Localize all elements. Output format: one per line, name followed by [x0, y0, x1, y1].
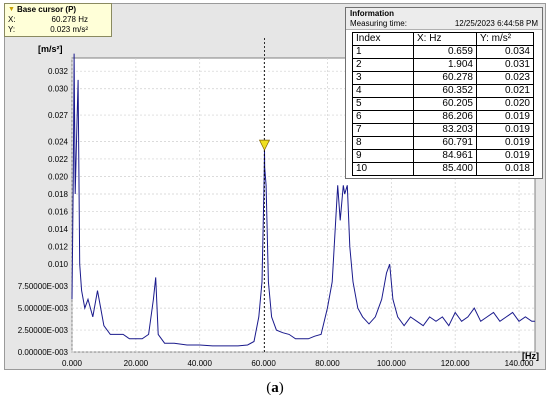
- peak-x-cell: 1.904: [413, 58, 477, 72]
- figure-caption: (a): [0, 380, 550, 397]
- table-row[interactable]: 5 60.205 0.020: [352, 97, 534, 111]
- peak-index-cell: 3: [352, 71, 414, 85]
- y-tick-label: 0.014: [48, 225, 69, 234]
- y-tick-label: 0.00000E-003: [18, 348, 69, 357]
- peak-x-cell: 86.206: [413, 110, 477, 124]
- y-tick-label: 0.016: [48, 208, 69, 217]
- caption-close: ): [278, 380, 284, 396]
- peak-x-cell: 84.961: [413, 149, 477, 163]
- y-tick-label: 0.022: [48, 155, 69, 164]
- peak-x-cell: 0.659: [413, 45, 477, 59]
- cursor-marker-icon: [258, 139, 271, 151]
- peak-table: Index X: Hz Y: m/s² 1 0.659 0.034 2 1.904 0.0…: [352, 32, 534, 176]
- peak-y-cell: 0.019: [476, 110, 534, 124]
- cursor-y-label: Y:: [8, 25, 16, 34]
- peak-index-cell: 9: [352, 149, 414, 163]
- peak-y-cell: 0.023: [476, 71, 534, 85]
- y-tick-label: 0.020: [48, 172, 69, 181]
- y-tick-label: 7.50000E-003: [18, 282, 69, 291]
- table-row[interactable]: 2 1.904 0.031: [352, 58, 534, 72]
- base-cursor-title: Base cursor (P): [16, 5, 77, 14]
- cursor-x-label: X:: [8, 15, 16, 24]
- table-row[interactable]: 7 83.203 0.019: [352, 123, 534, 137]
- peak-y-cell: 0.031: [476, 58, 534, 72]
- cursor-y-value: 0.023 m/s²: [50, 25, 88, 34]
- peak-index-cell: 7: [352, 123, 414, 137]
- peak-x-cell: 60.278: [413, 71, 477, 85]
- x-tick-label: 100.000: [377, 359, 406, 368]
- table-row[interactable]: 10 85.400 0.018: [352, 162, 534, 176]
- caption-open: (: [266, 380, 272, 396]
- peak-index-cell: 1: [352, 45, 414, 59]
- y-tick-label: 0.024: [48, 137, 69, 146]
- peak-y-cell: 0.019: [476, 136, 534, 150]
- peak-x-cell: 60.205: [413, 97, 477, 111]
- peak-y-cell: 0.019: [476, 123, 534, 137]
- table-row[interactable]: 4 60.352 0.021: [352, 84, 534, 98]
- cursor-marker-icon: ▼: [8, 6, 15, 13]
- peak-index-cell: 5: [352, 97, 414, 111]
- peak-x-cell: 60.352: [413, 84, 477, 98]
- x-tick-label: 60.000: [251, 359, 276, 368]
- x-axis-unit-label: [Hz]: [522, 351, 539, 361]
- peak-index-cell: 8: [352, 136, 414, 150]
- base-cursor-panel[interactable]: ▼ Base cursor (P) X: 60.278 Hz Y: 0.023 …: [4, 3, 112, 37]
- information-title: Information: [350, 9, 394, 18]
- x-tick-label: 0.000: [62, 359, 83, 368]
- x-tick-label: 80.000: [315, 359, 340, 368]
- y-tick-label: 0.032: [48, 67, 69, 76]
- peak-index-cell: 4: [352, 84, 414, 98]
- peak-x-cell: 60.791: [413, 136, 477, 150]
- caption-letter: a: [271, 380, 279, 396]
- x-tick-label: 140.000: [505, 359, 534, 368]
- measuring-time-value: 12/25/2023 6:44:58 PM: [454, 19, 538, 28]
- cursor-x-value: 60.278 Hz: [51, 15, 88, 24]
- y-axis-unit-label: [m/s²]: [38, 44, 63, 54]
- table-row[interactable]: 9 84.961 0.019: [352, 149, 534, 163]
- peak-y-cell: 0.018: [476, 162, 534, 176]
- measuring-time-label: Measuring time:: [350, 19, 407, 28]
- table-row[interactable]: 3 60.278 0.023: [352, 71, 534, 85]
- information-header: Information Measuring time: 12/25/2023 6…: [346, 8, 542, 30]
- table-row[interactable]: 8 60.791 0.019: [352, 136, 534, 150]
- peak-index-cell: 6: [352, 110, 414, 124]
- table-row[interactable]: 6 86.206 0.019: [352, 110, 534, 124]
- peak-table-header: Index X: Hz Y: m/s²: [352, 32, 534, 46]
- x-tick-label: 40.000: [187, 359, 212, 368]
- y-tick-label: 0.012: [48, 243, 69, 252]
- peak-y-cell: 0.019: [476, 149, 534, 163]
- x-tick-label: 120.000: [441, 359, 470, 368]
- y-tick-label: 0.030: [48, 85, 69, 94]
- peak-y-cell: 0.021: [476, 84, 534, 98]
- y-tick-label: 5.00000E-003: [18, 304, 69, 313]
- peak-index-cell: 10: [352, 162, 414, 176]
- y-tick-label: 0.027: [48, 111, 69, 120]
- peak-y-cell: 0.034: [476, 45, 534, 59]
- y-tick-label: 0.018: [48, 190, 69, 199]
- table-row[interactable]: 1 0.659 0.034: [352, 45, 534, 59]
- peak-index-cell: 2: [352, 58, 414, 72]
- y-tick-label: 0.010: [48, 260, 69, 269]
- spectrum-line: [71, 53, 535, 347]
- peak-x-cell: 83.203: [413, 123, 477, 137]
- peak-x-cell: 85.400: [413, 162, 477, 176]
- column-header-index[interactable]: Index: [352, 32, 414, 46]
- x-tick-label: 20.000: [124, 359, 149, 368]
- column-header-x[interactable]: X: Hz: [413, 32, 477, 46]
- information-panel[interactable]: Information Measuring time: 12/25/2023 6…: [345, 7, 543, 179]
- column-header-y[interactable]: Y: m/s²: [476, 32, 534, 46]
- y-tick-label: 2.50000E-003: [18, 326, 69, 335]
- peak-y-cell: 0.020: [476, 97, 534, 111]
